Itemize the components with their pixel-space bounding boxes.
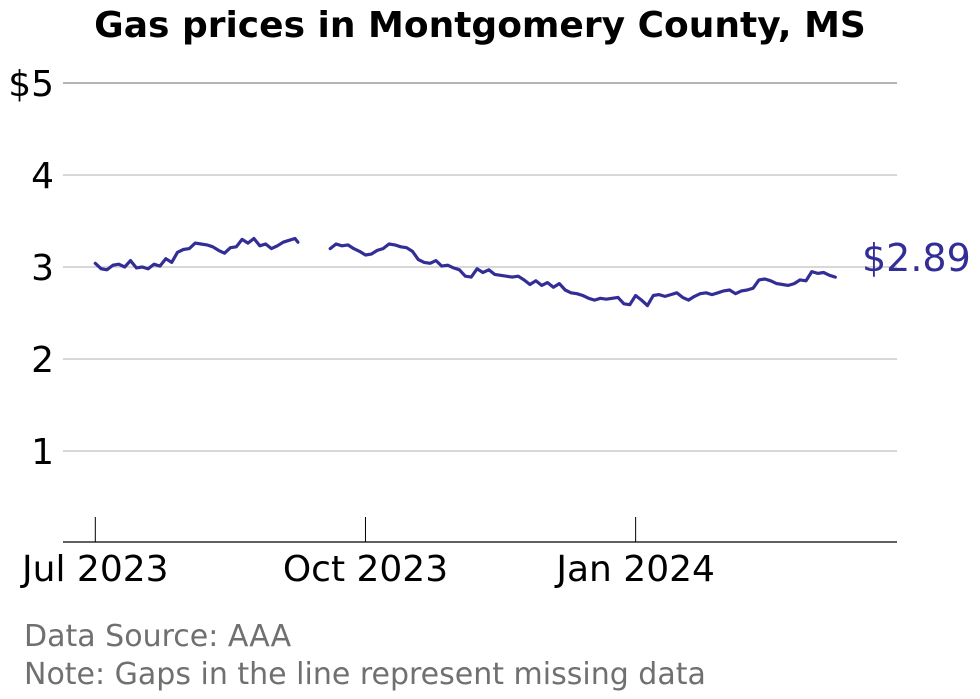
y-tick-label: $5 bbox=[8, 64, 54, 105]
x-tick-label: Jul 2023 bbox=[20, 549, 169, 590]
x-tick-label: Jan 2024 bbox=[554, 549, 715, 590]
missing-data-note: Note: Gaps in the line represent missing… bbox=[24, 657, 706, 692]
latest-price-label: $2.89 bbox=[862, 236, 971, 280]
x-axis-ticks: Jul 2023 Oct 2023 Jan 2024 bbox=[20, 517, 715, 590]
y-tick-label: 1 bbox=[31, 432, 54, 473]
x-tick-label: Oct 2023 bbox=[283, 549, 448, 590]
price-line-segment bbox=[328, 242, 837, 308]
price-line-segment bbox=[93, 236, 300, 272]
y-tick-label: 2 bbox=[31, 340, 54, 381]
data-source-note: Data Source: AAA bbox=[24, 619, 292, 654]
chart-title: Gas prices in Montgomery County, MS bbox=[94, 5, 866, 46]
y-axis-ticks: $5 4 3 2 1 bbox=[8, 64, 54, 473]
y-tick-label: 3 bbox=[31, 248, 54, 289]
price-series bbox=[93, 236, 837, 308]
y-tick-label: 4 bbox=[31, 156, 54, 197]
gridlines bbox=[63, 82, 897, 452]
